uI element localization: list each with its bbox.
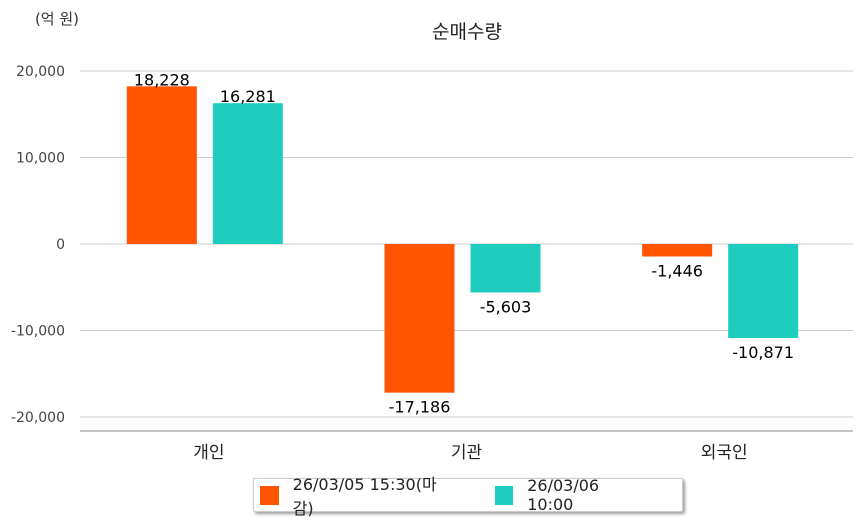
data-label: 16,281 — [220, 87, 276, 106]
data-label: -5,603 — [480, 297, 532, 316]
bar-1 — [212, 103, 283, 245]
data-label: -10,871 — [732, 343, 794, 362]
x-tick-label: 기관 — [451, 443, 482, 463]
legend-label: 26/03/06 10:00 — [527, 476, 600, 514]
y-tick-label: 10,000 — [16, 151, 65, 167]
unit-label: (억 원) — [35, 10, 79, 28]
y-tick-label: 0 — [56, 237, 65, 253]
legend: 26/03/05 15:30(마감) 26/03/06 10:00 — [253, 475, 683, 518]
data-label: -1,446 — [651, 262, 703, 281]
legend-swatch — [494, 485, 514, 505]
legend-item-0[interactable]: 26/03/05 15:30(마감) — [260, 471, 455, 519]
bar-1 — [470, 244, 541, 293]
x-tick-label: 개인 — [193, 443, 224, 463]
x-tick-label: 외국인 — [701, 443, 748, 463]
y-tick-label: -20,000 — [11, 410, 65, 426]
bar-1 — [728, 244, 799, 339]
legend-item-1[interactable]: 26/03/06 10:00 — [494, 476, 648, 514]
y-tick-label: 20,000 — [16, 64, 65, 80]
legend-swatch — [260, 485, 279, 505]
data-label: 18,228 — [134, 70, 190, 89]
legend-label: 26/03/05 15:30(마감) — [292, 475, 437, 518]
bar-0 — [642, 244, 713, 257]
bar-0 — [126, 86, 197, 245]
bar-0 — [384, 244, 455, 393]
y-tick-label: -10,000 — [11, 324, 65, 340]
chart-title: 순매수량 — [432, 21, 502, 43]
data-label: -17,186 — [389, 398, 451, 417]
